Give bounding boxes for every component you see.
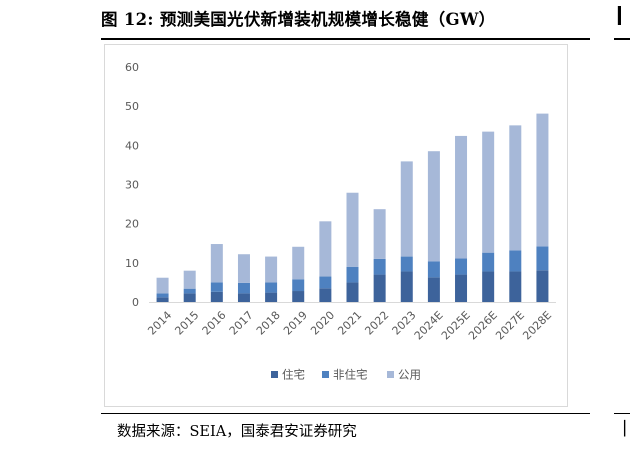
y-tick-label: 20	[125, 218, 139, 231]
bar-non-residential-2021	[346, 266, 359, 283]
bar-utility-2020	[319, 221, 332, 277]
y-tick-label: 0	[132, 296, 139, 309]
bar-non-residential-2024E	[427, 261, 440, 278]
bar-utility-2025E	[455, 135, 468, 259]
legend-label-residential: 住宅	[282, 368, 305, 382]
bar-residential-2028E	[536, 270, 549, 302]
bar-utility-2018	[265, 256, 278, 283]
data-source: 数据来源：SEIA，国泰君安证券研究	[117, 424, 357, 440]
bar-residential-2023	[400, 271, 413, 302]
x-tick-label: 2015	[172, 309, 201, 338]
bar-non-residential-2022	[373, 258, 386, 275]
x-tick-label: 2027E	[493, 309, 527, 343]
legend-label-utility: 公用	[398, 368, 421, 382]
bar-non-residential-2028E	[536, 246, 549, 271]
y-tick-label: 10	[125, 257, 139, 270]
bar-residential-2014	[156, 297, 169, 302]
bar-residential-2019	[292, 291, 305, 302]
bar-non-residential-2026E	[482, 252, 495, 272]
adjacent-column-edge-bottom: ▏	[624, 421, 630, 437]
bar-non-residential-2023	[400, 256, 413, 272]
x-tick-label: 2014	[145, 309, 174, 338]
bar-stacks	[156, 113, 549, 302]
bar-residential-2024E	[427, 277, 440, 302]
bar-non-residential-2015	[183, 288, 196, 294]
legend-swatch-utility	[387, 371, 394, 378]
legend: 住宅 非住宅 公用	[271, 368, 421, 382]
y-tick-label: 40	[125, 139, 139, 152]
bar-residential-2015	[183, 293, 196, 302]
adjacent-source-rule	[614, 413, 630, 414]
y-tick-label: 50	[125, 100, 139, 113]
bar-utility-2023	[400, 161, 413, 257]
adjacent-column-edge: ▎	[618, 6, 630, 25]
bar-utility-2024E	[427, 151, 440, 262]
y-tick-label: 30	[125, 179, 139, 192]
bar-non-residential-2018	[265, 282, 278, 293]
bar-residential-2018	[265, 292, 278, 302]
x-tick-label: 2020	[308, 309, 337, 338]
chart-area: 0 10 20 30 40 50 60 2014 2015 2016 2017 2018 2019 20…	[104, 44, 568, 407]
bar-non-residential-2016	[210, 282, 223, 292]
bar-utility-2016	[210, 244, 223, 283]
bar-utility-2015	[183, 270, 196, 289]
bar-residential-2025E	[455, 274, 468, 302]
y-tick-label: 60	[125, 61, 139, 74]
x-tick-label: 2017	[227, 309, 256, 338]
bar-non-residential-2025E	[455, 258, 468, 275]
bar-non-residential-2019	[292, 279, 305, 292]
bar-residential-2016	[210, 291, 223, 302]
bar-residential-2020	[319, 288, 332, 302]
x-tick-label: 2025E	[439, 309, 473, 343]
bar-utility-2021	[346, 192, 359, 267]
bar-utility-2014	[156, 277, 169, 294]
bar-residential-2027E	[509, 271, 522, 302]
legend-swatch-non-residential	[322, 371, 329, 378]
adjacent-title-rule	[614, 38, 630, 40]
x-tick-label: 2022	[362, 309, 391, 338]
bar-residential-2017	[237, 293, 250, 302]
bar-non-residential-2017	[237, 282, 250, 294]
title-rule	[101, 38, 590, 40]
bar-residential-2022	[373, 274, 386, 302]
bar-utility-2026E	[482, 131, 495, 253]
x-tick-label: 2026E	[466, 309, 500, 343]
x-tick-label: 2024E	[412, 309, 446, 343]
bar-utility-2019	[292, 246, 305, 280]
x-tick-label: 2028E	[520, 309, 554, 343]
source-rule	[101, 413, 590, 414]
bar-utility-2028E	[536, 113, 549, 247]
bar-utility-2022	[373, 209, 386, 259]
bar-residential-2021	[346, 282, 359, 302]
legend-swatch-residential	[271, 371, 278, 378]
x-tick-label: 2018	[254, 309, 283, 338]
y-axis-ticks: 0 10 20 30 40 50 60	[125, 61, 139, 309]
figure-title: 图 12: 预测美国光伏新增装机规模增长稳健（GW）	[101, 10, 496, 29]
legend-label-non-residential: 非住宅	[333, 368, 368, 382]
bar-utility-2017	[237, 254, 250, 283]
bar-non-residential-2014	[156, 293, 169, 298]
bar-utility-2027E	[509, 125, 522, 251]
bar-residential-2026E	[482, 271, 495, 302]
x-tick-label: 2016	[200, 309, 229, 338]
x-tick-label: 2021	[335, 309, 364, 338]
x-axis-ticks: 2014201520162017201820192020202120222023…	[145, 309, 554, 343]
x-tick-label: 2019	[281, 309, 310, 338]
bar-non-residential-2020	[319, 276, 332, 289]
bar-non-residential-2027E	[509, 250, 522, 272]
